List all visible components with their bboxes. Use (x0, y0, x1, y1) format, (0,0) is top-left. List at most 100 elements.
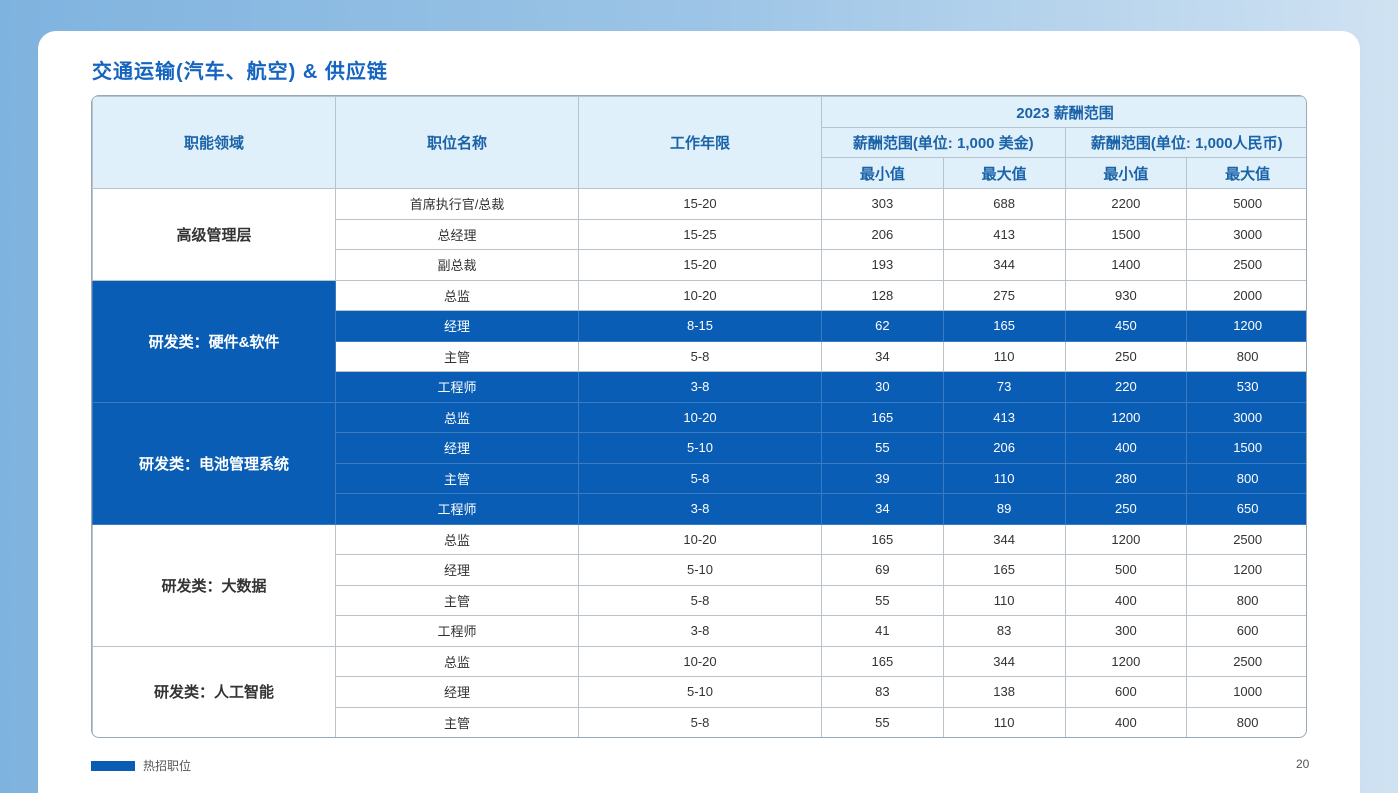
usd-min-cell: 83 (821, 676, 944, 708)
usd-min-cell: 165 (821, 645, 944, 677)
table-row: 研发类：大数据 总监 10-20 165 344 1200 2500 (92, 523, 1306, 647)
position-cell: 总监 (335, 523, 579, 555)
table-header: 职能领域 职位名称 工作年限 2023 薪酬范围 薪酬范围(单位: 1,000 … (92, 96, 1306, 189)
page-number: 20 (1296, 757, 1310, 771)
usd-max-cell: 73 (942, 371, 1066, 403)
table-row: 主管 5-8 39 110 280 800 (93, 462, 1306, 494)
position-cell: 总经理 (335, 218, 579, 250)
years-cell: 5-10 (578, 432, 822, 464)
rmb-max-cell: 5000 (1186, 188, 1306, 220)
usd-max-cell: 275 (942, 279, 1066, 311)
table-row: 副总裁 15-20 193 344 1400 2500 (93, 249, 1306, 281)
rmb-max-cell: 800 (1186, 340, 1306, 372)
usd-max-cell: 110 (942, 584, 1066, 616)
rmb-min-cell: 1200 (1064, 401, 1188, 433)
rmb-max-cell: 3000 (1186, 401, 1306, 433)
years-cell: 15-20 (578, 249, 822, 281)
header-position: 职位名称 (335, 96, 579, 189)
years-cell: 3-8 (578, 615, 822, 647)
header-rmb-min: 最小值 (1064, 157, 1188, 189)
rmb-min-cell: 250 (1064, 340, 1188, 372)
rmb-min-cell: 400 (1064, 706, 1188, 737)
usd-min-cell: 128 (821, 279, 944, 311)
rmb-max-cell: 2500 (1186, 645, 1306, 677)
rmb-max-cell: 1200 (1186, 554, 1306, 586)
category-cell: 研发类：人工智能 (92, 645, 336, 737)
usd-max-cell: 110 (942, 706, 1066, 737)
rmb-max-cell: 2500 (1186, 523, 1306, 555)
table-row: 高级管理层 首席执行官/总裁 15-20 303 688 2200 5000 (92, 188, 1306, 281)
years-cell: 5-8 (578, 340, 822, 372)
years-cell: 10-20 (578, 279, 822, 311)
header-salary-range-2023: 2023 薪酬范围 (820, 96, 1306, 128)
usd-max-cell: 165 (942, 310, 1066, 342)
usd-min-cell: 30 (821, 371, 944, 403)
category-cell: 高级管理层 (92, 188, 336, 281)
years-cell: 10-20 (578, 401, 822, 433)
header-usd-range: 薪酬范围(单位: 1,000 美金) (821, 127, 1066, 158)
usd-min-cell: 55 (821, 432, 944, 464)
rmb-min-cell: 450 (1064, 310, 1188, 342)
header-rmb-range: 薪酬范围(单位: 1,000人民币) (1064, 127, 1306, 158)
years-cell: 5-8 (578, 462, 822, 494)
table-row: 工程师 3-8 30 73 220 530 (93, 371, 1306, 403)
rmb-max-cell: 650 (1186, 493, 1306, 525)
position-cell: 工程师 (335, 493, 579, 525)
years-cell: 3-8 (578, 493, 822, 525)
category-cell: 研发类：电池管理系统 (92, 401, 336, 525)
rmb-min-cell: 220 (1064, 371, 1188, 403)
rmb-max-cell: 2000 (1186, 279, 1306, 311)
usd-max-cell: 344 (942, 249, 1066, 281)
position-cell: 主管 (335, 584, 579, 616)
position-cell: 主管 (335, 340, 579, 372)
header-usd-max: 最大值 (942, 157, 1066, 189)
table-row: 研发类：硬件&软件 总监 10-20 128 275 930 2000 (92, 279, 1306, 403)
table-row: 研发类：电池管理系统 总监 10-20 165 413 1200 3000 (92, 401, 1306, 525)
position-cell: 工程师 (335, 615, 579, 647)
rmb-min-cell: 600 (1064, 676, 1188, 708)
rmb-min-cell: 1200 (1064, 523, 1188, 555)
usd-min-cell: 62 (821, 310, 944, 342)
usd-max-cell: 110 (942, 462, 1066, 494)
header-function-area: 职能领域 (92, 96, 336, 189)
years-cell: 5-10 (578, 554, 822, 586)
usd-max-cell: 165 (942, 554, 1066, 586)
table-row: 主管 5-8 55 110 400 800 (93, 706, 1306, 737)
usd-min-cell: 193 (821, 249, 944, 281)
table-row: 主管 5-8 55 110 400 800 (93, 584, 1306, 616)
usd-min-cell: 34 (821, 493, 944, 525)
years-cell: 8-15 (578, 310, 822, 342)
legend-label: 热招职位 (143, 759, 192, 773)
usd-max-cell: 206 (942, 432, 1066, 464)
rmb-min-cell: 250 (1064, 493, 1188, 525)
rmb-min-cell: 1500 (1064, 218, 1188, 250)
table-row: 经理 5-10 55 206 400 1500 (93, 432, 1306, 464)
table-row: 总经理 15-25 206 413 1500 3000 (93, 218, 1306, 250)
years-cell: 15-25 (578, 218, 822, 250)
rmb-max-cell: 3000 (1186, 218, 1306, 250)
position-cell: 经理 (335, 676, 579, 708)
rmb-max-cell: 1500 (1186, 432, 1306, 464)
usd-min-cell: 69 (821, 554, 944, 586)
position-cell: 主管 (335, 706, 579, 737)
rmb-min-cell: 500 (1064, 554, 1188, 586)
table-row: 经理 8-15 62 165 450 1200 (93, 310, 1306, 342)
usd-max-cell: 83 (942, 615, 1066, 647)
rmb-max-cell: 600 (1186, 615, 1306, 647)
position-cell: 主管 (335, 462, 579, 494)
header-usd-min: 最小值 (821, 157, 944, 189)
header-experience: 工作年限 (578, 96, 822, 189)
category-cell: 研发类：硬件&软件 (92, 279, 336, 403)
usd-max-cell: 344 (942, 645, 1066, 677)
years-cell: 15-20 (578, 188, 822, 220)
table-body: 高级管理层 首席执行官/总裁 15-20 303 688 2200 5000 总经理 15-25… (92, 188, 1306, 737)
usd-max-cell: 138 (942, 676, 1066, 708)
rmb-max-cell: 800 (1186, 706, 1306, 737)
rmb-min-cell: 300 (1064, 615, 1188, 647)
position-cell: 总监 (335, 645, 579, 677)
usd-max-cell: 89 (942, 493, 1066, 525)
legend-swatch (91, 760, 135, 771)
salary-table: 职能领域 职位名称 工作年限 2023 薪酬范围 薪酬范围(单位: 1,000 … (92, 96, 1306, 737)
rmb-max-cell: 2500 (1186, 249, 1306, 281)
years-cell: 5-10 (578, 676, 822, 708)
